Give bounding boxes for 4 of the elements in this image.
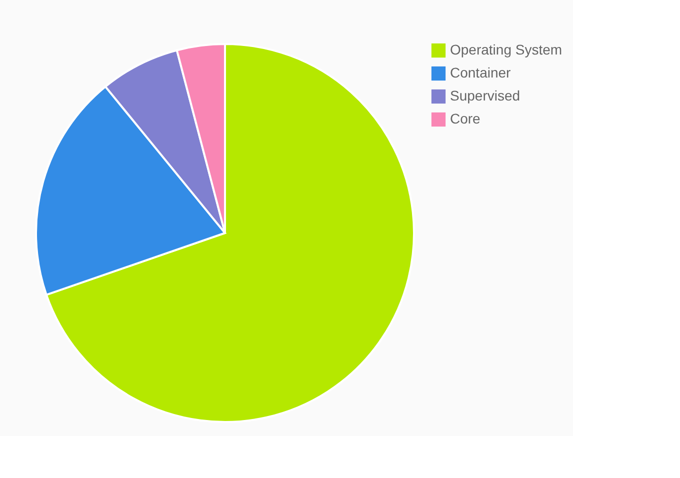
legend-label: Core xyxy=(450,110,481,126)
legend-label: Operating System xyxy=(450,42,562,58)
legend-label: Supervised xyxy=(450,88,520,104)
legend-label: Container xyxy=(450,64,512,80)
